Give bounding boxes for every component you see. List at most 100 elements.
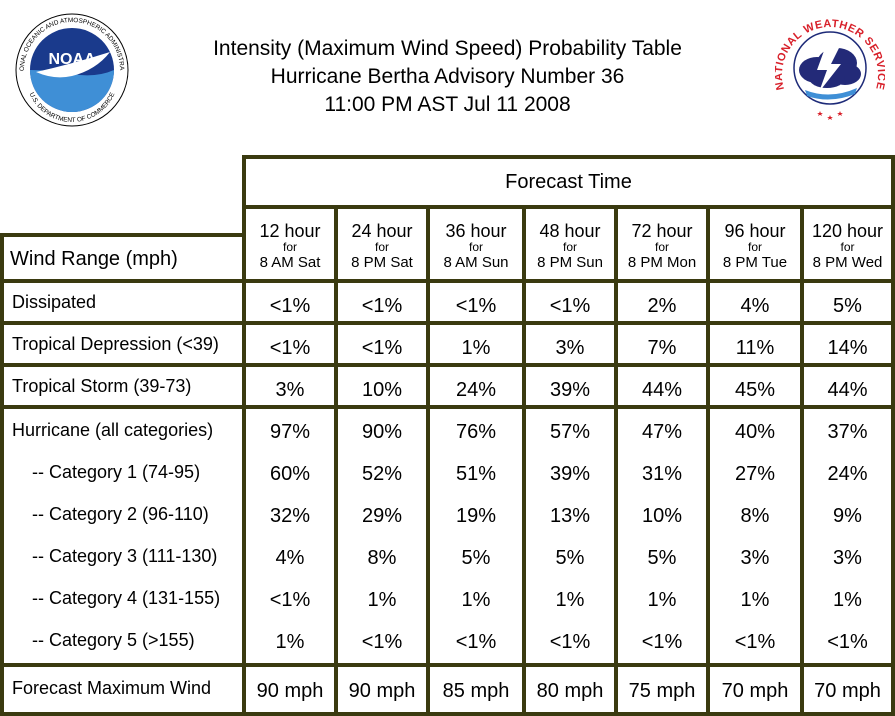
data-cell-group: 1% <box>430 325 522 363</box>
probability-value: 9% <box>833 505 862 527</box>
column-when: 8 PM Wed <box>812 254 883 271</box>
column-header: 96 hour for 8 PM Tue <box>710 209 800 279</box>
column-hour: 48 hour <box>539 221 601 241</box>
probability-value: 14% <box>827 337 868 359</box>
probability-value: <1% <box>361 337 403 359</box>
data-cell-group: 10% <box>338 367 426 405</box>
row-label: Dissipated <box>12 292 97 312</box>
probability-value: 27% <box>734 463 776 485</box>
probability-value: 31% <box>641 463 683 485</box>
data-cell-group: 76% 51% 19% 5% 1% <1% <box>430 409 522 663</box>
data-cell-group: 47% 31% 10% 5% 1% <1% <box>618 409 706 663</box>
noaa-logo-text: NOAA <box>48 51 96 68</box>
row-label: Tropical Storm (39-73) <box>12 376 192 396</box>
data-cell-group: 5% <box>804 283 891 321</box>
wind-range-header: Wind Range (mph) <box>4 237 242 279</box>
probability-value: 1% <box>833 589 862 611</box>
probability-value: 52% <box>361 463 403 485</box>
data-cell-group: 45% <box>710 367 800 405</box>
data-cell-group: 90% 52% 29% 8% 1% <1% <box>338 409 426 663</box>
forecast-time-header: Forecast Time <box>246 159 891 205</box>
column-hour: 72 hour <box>631 221 693 241</box>
probability-value: 32% <box>269 505 311 527</box>
probability-value: <1% <box>455 631 497 653</box>
column-when: 8 PM Sun <box>537 254 603 271</box>
probability-value: 40% <box>734 421 776 443</box>
data-cell-group: <1% <box>526 283 614 321</box>
probability-value: 90% <box>361 421 403 443</box>
data-cell-group: 24% <box>430 367 522 405</box>
probability-value: 1% <box>367 589 397 611</box>
data-cell-group: <1% <box>338 325 426 363</box>
forecast-max-wind-value: 85 mph <box>442 680 510 702</box>
data-cell-group: 3% <box>526 325 614 363</box>
probability-value: 1% <box>555 589 585 611</box>
probability-value: 3% <box>555 337 585 359</box>
row-label-cell: Dissipated <box>4 283 242 321</box>
probability-value: <1% <box>269 337 311 359</box>
probability-value: 39% <box>549 463 591 485</box>
probability-value: 29% <box>361 505 403 527</box>
data-cell-group: 97% 60% 32% 4% <1% 1% <box>246 409 334 663</box>
probability-value: <1% <box>827 631 868 653</box>
column-for: for <box>747 240 762 254</box>
probability-value: 4% <box>740 295 770 317</box>
data-cell-group: 44% <box>804 367 891 405</box>
wind-range-label: Wind Range (mph) <box>10 248 178 270</box>
probability-value: 37% <box>827 421 868 443</box>
probability-value: 13% <box>549 505 591 527</box>
data-cell-group: <1% <box>338 283 426 321</box>
probability-value: 44% <box>827 379 868 401</box>
probability-value: 45% <box>734 379 776 401</box>
row-label: Forecast Maximum Wind <box>12 678 212 698</box>
column-header: 48 hour for 8 PM Sun <box>526 209 614 279</box>
probability-value: <1% <box>641 631 683 653</box>
title-block: Intensity (Maximum Wind Speed) Probabili… <box>140 35 755 119</box>
row-label: -- Category 4 (131-155) <box>32 588 221 608</box>
data-cell-group: 80 mph <box>526 667 614 712</box>
probability-value: 76% <box>455 421 497 443</box>
probability-value: 1% <box>740 589 770 611</box>
column-header: 120 hour for 8 PM Wed <box>804 209 891 279</box>
probability-value: 7% <box>647 337 677 359</box>
data-cell-group: 75 mph <box>618 667 706 712</box>
row-label-cell: Tropical Storm (39-73) <box>4 367 242 405</box>
probability-value: 2% <box>647 295 677 317</box>
row-label: -- Category 1 (74-95) <box>32 462 201 482</box>
data-cell-group: 4% <box>710 283 800 321</box>
data-cell-group: 40% 27% 8% 3% 1% <1% <box>710 409 800 663</box>
data-cell-group: 90 mph <box>246 667 334 712</box>
column-for: for <box>374 240 389 254</box>
probability-value: 39% <box>549 379 591 401</box>
title-line-3: 11:00 PM AST Jul 11 2008 <box>324 93 571 116</box>
probability-value: 5% <box>833 295 862 317</box>
data-cell-group: 37% 24% 9% 3% 1% <1% <box>804 409 891 663</box>
data-cell-group: 70 mph <box>804 667 891 712</box>
column-when: 8 PM Sat <box>351 254 413 271</box>
probability-value: 5% <box>461 547 491 569</box>
nws-logo: NATIONAL WEATHER SERVICE <box>773 8 887 130</box>
forecast-max-wind-value: 90 mph <box>256 680 324 702</box>
data-cell-group: <1% <box>430 283 522 321</box>
column-for: for <box>840 240 855 254</box>
data-cell-group: <1% <box>246 325 334 363</box>
probability-value: 60% <box>269 463 311 485</box>
probability-value: <1% <box>549 295 591 317</box>
probability-value: <1% <box>549 631 591 653</box>
noaa-logo: NATIONAL OCEANIC AND ATMOSPHERIC ADMINIS… <box>8 7 134 128</box>
probability-value: 51% <box>455 463 497 485</box>
probability-value: <1% <box>269 589 311 611</box>
data-cell-group: 70 mph <box>710 667 800 712</box>
column-when: 8 AM Sat <box>259 254 321 271</box>
column-when: 8 AM Sun <box>443 254 509 271</box>
column-when: 8 PM Tue <box>722 254 788 271</box>
probability-value: <1% <box>734 631 776 653</box>
probability-value: 24% <box>827 463 868 485</box>
forecast-max-wind-value: 90 mph <box>348 680 416 702</box>
probability-value: 47% <box>641 421 683 443</box>
probability-value: <1% <box>269 295 311 317</box>
probability-value: 44% <box>641 379 683 401</box>
row-label: Tropical Depression (<39) <box>12 334 219 354</box>
data-cell-group: 2% <box>618 283 706 321</box>
column-header: 24 hour for 8 PM Sat <box>338 209 426 279</box>
